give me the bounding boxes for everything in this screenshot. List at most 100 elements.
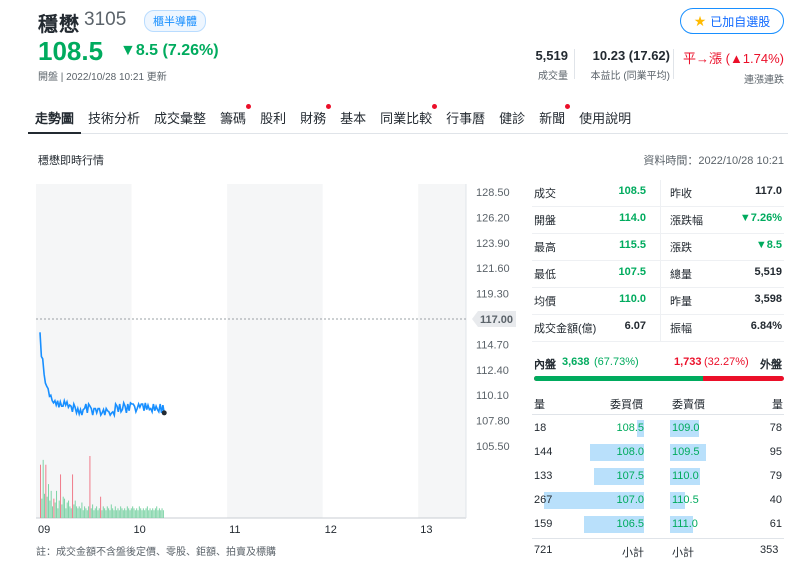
order-book-row: 18 108.5 109.0 78 (532, 419, 784, 439)
volume-bar (60, 474, 62, 518)
bid-price-header: 委買價 (610, 399, 643, 411)
quote-value: 6.84% (750, 320, 782, 332)
streak-prefix: 平→漲 (682, 51, 722, 66)
quote-label: 成交金額(億) (534, 323, 597, 335)
volume-bar (40, 464, 41, 518)
intraday-chart[interactable]: 128.50 126.20 123.90 121.60 119.30 117.00 114.… (34, 180, 524, 540)
ask-price: 110.5 (672, 494, 699, 506)
quote-value: 114.0 (619, 212, 646, 224)
volume-bar (73, 504, 75, 518)
volume-bar (90, 508, 92, 518)
quote-label: 漲跌幅 (670, 215, 703, 227)
bid-price: 107.0 (616, 494, 644, 506)
tab-chart[interactable]: 走勢圖 (28, 104, 82, 134)
watchlist-label: 已加自選股 (710, 14, 771, 29)
x-tick-label: 13 (420, 524, 432, 536)
tab-label: 走勢圖 (35, 111, 75, 126)
volume-bar (121, 508, 123, 518)
watchlist-button[interactable]: ★ 已加自選股 (680, 8, 784, 34)
ask-qty: 79 (769, 470, 782, 482)
tab-basic[interactable]: 基本 (333, 104, 373, 134)
volume-bar (116, 510, 118, 518)
volume-bar (70, 508, 72, 518)
tab-help[interactable]: 使用說明 (572, 104, 638, 134)
inner-outer-bar (534, 376, 784, 381)
volume-bar (89, 456, 91, 518)
volume-bar (153, 510, 155, 518)
volume-bar (113, 510, 115, 518)
quote-value: 110.0 (619, 293, 646, 305)
ask-qty: 40 (769, 494, 782, 506)
tab-news[interactable]: 新聞 (532, 104, 572, 134)
divider (532, 287, 784, 288)
outer-percent: (32.27%) (704, 356, 749, 368)
quote-row: 成交金額(億) 6.07 振幅 6.84% (532, 315, 784, 341)
order-book-row: 159 106.5 111.0 61 (532, 515, 784, 535)
ask-total-label: 小計 (672, 547, 694, 559)
quote-row: 開盤 114.0 漲跌幅 ▼7.26% (532, 207, 784, 233)
volume-label: 成交量 (538, 71, 568, 82)
time-band (36, 184, 132, 518)
volume-bar (106, 506, 108, 518)
ask-volume-bar (670, 516, 693, 533)
tab-financial[interactable]: 財務 (293, 104, 333, 134)
volume-bar (49, 500, 51, 518)
volume-bar (48, 484, 50, 518)
pe-value: 10.23 (17.62) (592, 48, 670, 63)
volume-bar (86, 510, 88, 518)
volume-bar (142, 508, 144, 518)
ask-volume-bar (670, 444, 706, 461)
inner-value: 3,638 (562, 356, 590, 368)
tab-label: 成交彙整 (154, 111, 207, 126)
ask-price: 111.0 (672, 518, 698, 530)
volume-bar (141, 510, 143, 518)
volume-bar (100, 496, 102, 518)
quote-value: 5,519 (754, 266, 782, 278)
bid-qty: 144 (534, 446, 553, 458)
quote-label: 昨量 (670, 296, 692, 308)
volume-bar (66, 502, 68, 518)
quote-label: 昨收 (670, 188, 692, 200)
tab-label: 財務 (300, 111, 327, 126)
tab-technical[interactable]: 技術分析 (81, 104, 147, 134)
y-tick-label: 110.10 (476, 390, 509, 402)
tab-bar: 走勢圖 技術分析 成交彙整 籌碼 股利 財務 基本 同業比較 行事曆 健診 新聞… (28, 104, 788, 134)
y-tick-label: 114.70 (476, 339, 509, 351)
data-time: 資料時間：2022/10/28 10:21 (643, 155, 784, 167)
ask-volume-bar (670, 492, 685, 509)
volume-bar (137, 510, 139, 518)
volume-bar (112, 508, 114, 518)
volume-bar (145, 508, 147, 518)
tab-trades[interactable]: 成交彙整 (147, 104, 213, 134)
tab-chips[interactable]: 籌碼 (213, 104, 253, 134)
volume-bar (114, 506, 116, 518)
bid-price: 107.5 (616, 470, 644, 482)
quote-label: 成交 (534, 188, 556, 200)
volume-bar (88, 506, 90, 518)
volume-bar (154, 508, 156, 518)
streak-percent: (▲1.74%) (725, 51, 784, 66)
divider (532, 260, 784, 261)
ask-price-header: 委賣價 (672, 399, 705, 411)
ask-qty: 95 (769, 446, 782, 458)
tab-peer-compare[interactable]: 同業比較 (373, 104, 439, 134)
volume-bar (45, 464, 47, 518)
tab-checkup[interactable]: 健診 (492, 104, 532, 134)
reference-price-marker (472, 311, 516, 327)
bid-volume-bar (584, 516, 644, 533)
volume-bar (132, 506, 134, 518)
volume-bar (109, 510, 111, 518)
tab-dividend[interactable]: 股利 (253, 104, 293, 134)
volume-bar (105, 510, 107, 518)
last-price-point (161, 410, 167, 416)
industry-tag[interactable]: 櫃半導體 (144, 10, 206, 32)
outer-value: 1,733 (674, 356, 702, 368)
ask-price: 109.5 (672, 446, 700, 458)
stock-name: 穩懋 (38, 14, 80, 36)
y-tick-label: 121.60 (476, 263, 510, 275)
volume-bar (118, 510, 120, 518)
tab-calendar[interactable]: 行事曆 (439, 104, 492, 134)
volume-bar (64, 498, 66, 518)
volume-bar (157, 510, 159, 518)
volume-bar (69, 506, 71, 518)
